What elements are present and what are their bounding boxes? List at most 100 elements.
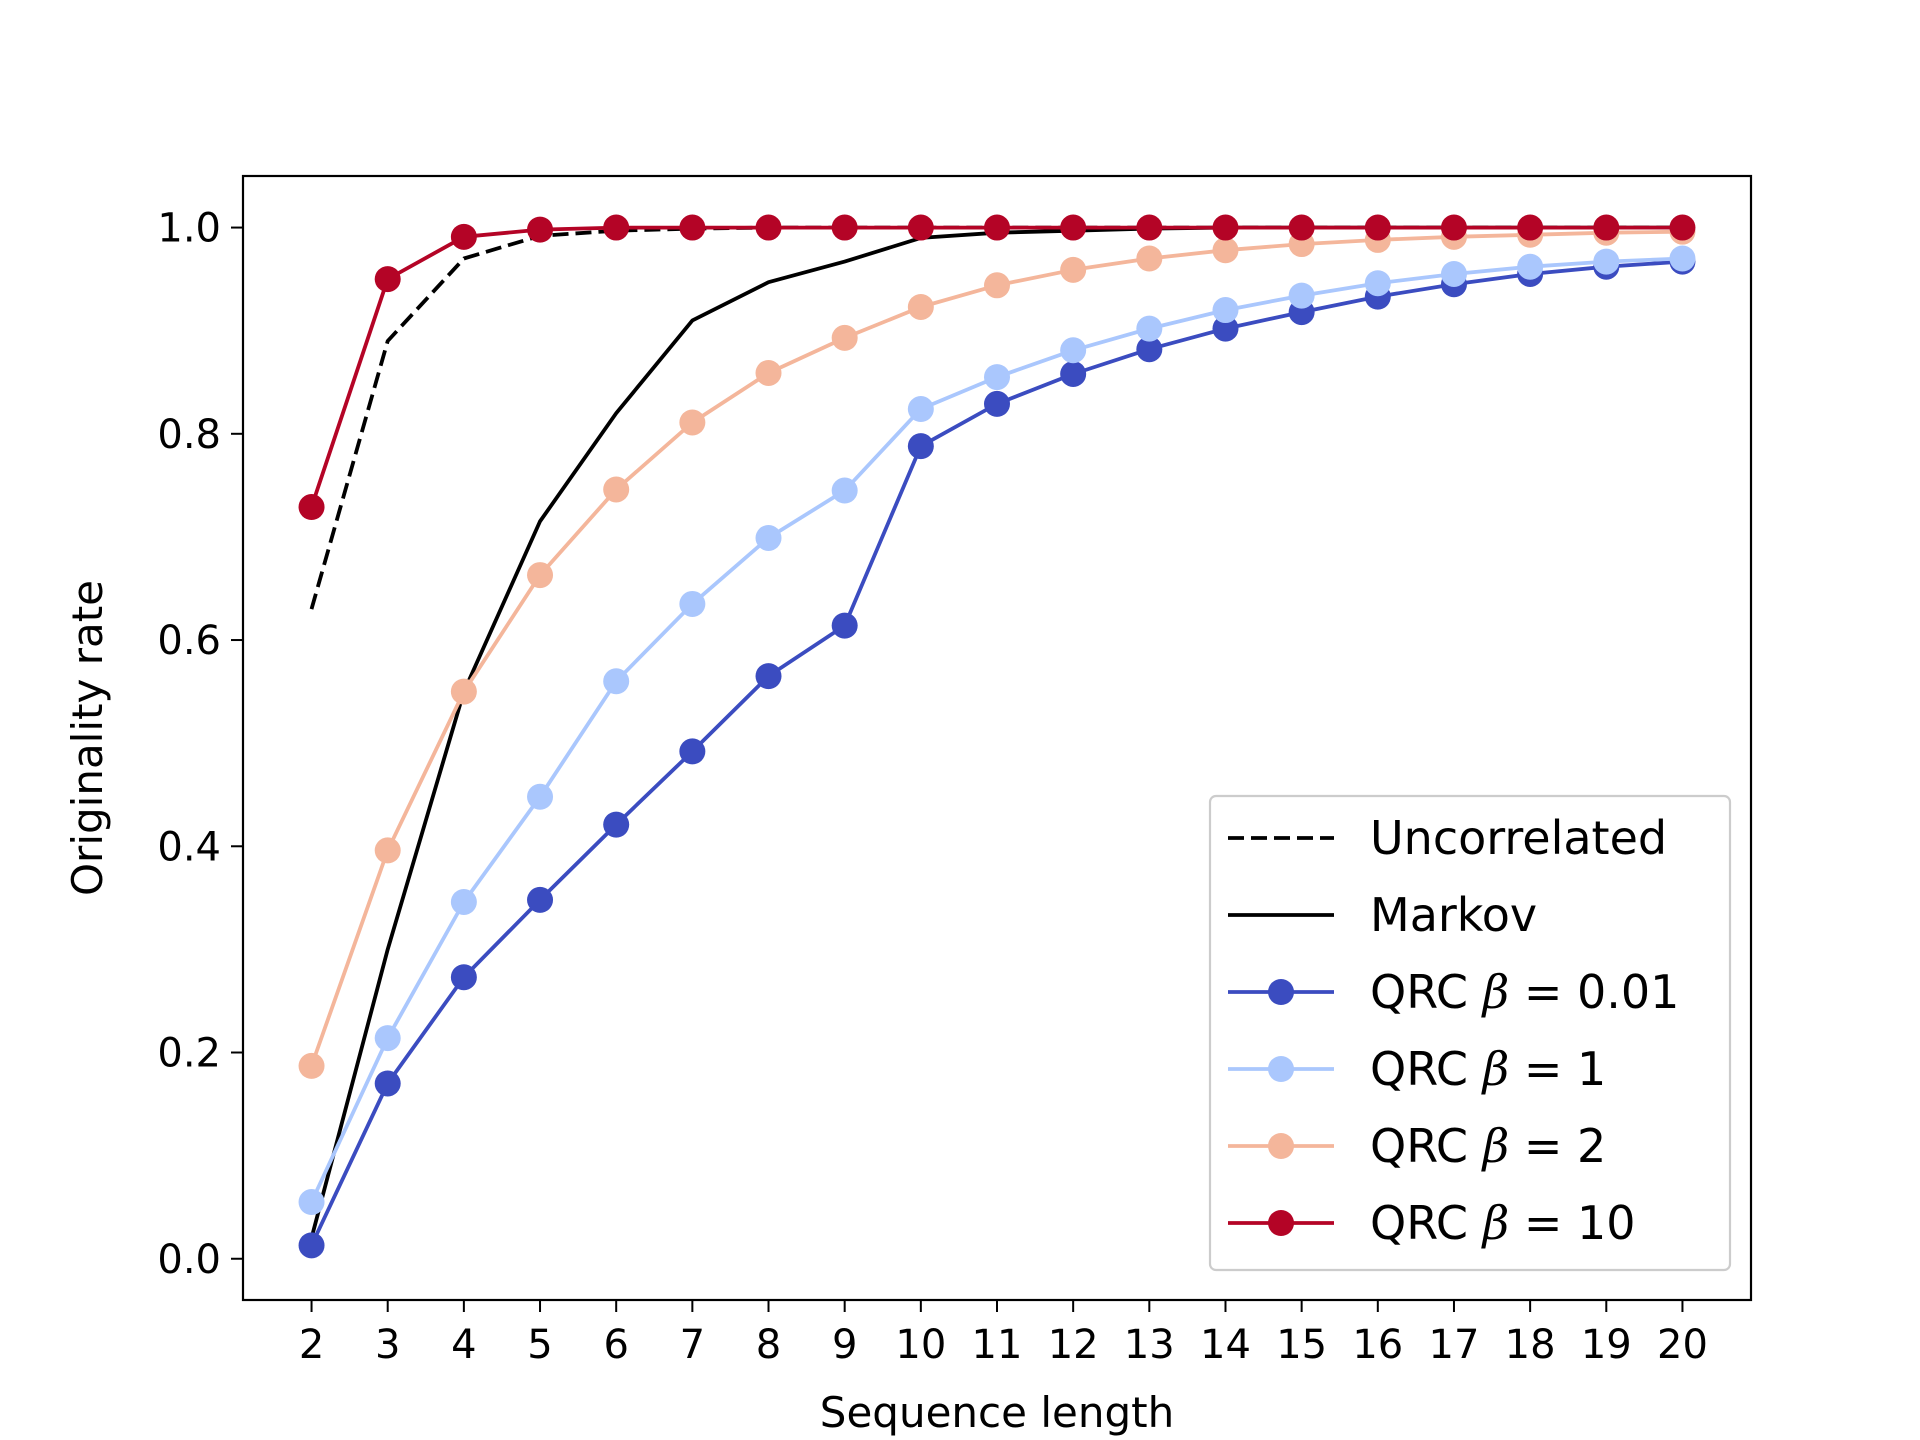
x-axis: 2 3 4 5 6 7 8 9 10 11 12 13 14 15 16 17 18 19 20 xyxy=(299,1300,1708,1368)
data-point-qrc-beta-1 xyxy=(755,524,782,551)
legend-item-qrc-beta-10: QRC β = 10 xyxy=(1228,1196,1636,1250)
data-point-qrc-beta-10 xyxy=(1593,214,1620,241)
data-point-qrc-beta-1 xyxy=(679,590,706,617)
data-point-qrc-beta-1 xyxy=(1593,248,1620,275)
x-tick-label: 8 xyxy=(756,1322,781,1368)
y-tick-label: 0.4 xyxy=(157,824,221,870)
legend-beta-symbol: β xyxy=(1481,1042,1510,1096)
x-axis-title: Sequence length xyxy=(820,1388,1174,1437)
legend-label-qrc-beta-0-01: QRC β = 0.01 xyxy=(1370,965,1679,1019)
series-qrc-beta-10 xyxy=(298,214,1696,521)
x-tick-label: 15 xyxy=(1276,1322,1327,1368)
series-qrc-beta-0-01 xyxy=(298,248,1696,1259)
data-point-qrc-beta-10 xyxy=(755,214,782,241)
legend-name: Uncorrelated xyxy=(1370,811,1667,865)
data-point-qrc-beta-2 xyxy=(298,1052,325,1079)
data-point-qrc-beta-0-01 xyxy=(298,1232,325,1259)
data-point-qrc-beta-0-01 xyxy=(679,738,706,765)
data-point-qrc-beta-2 xyxy=(450,678,477,705)
legend-box xyxy=(1208,794,1732,1272)
legend-label-qrc-beta-10: QRC β = 10 xyxy=(1370,1196,1636,1250)
data-point-qrc-beta-10 xyxy=(1060,214,1087,241)
x-tick-label: 14 xyxy=(1200,1322,1251,1368)
legend-label-qrc-beta-1: QRC β = 1 xyxy=(1370,1042,1606,1096)
y-axis: 0.0 0.2 0.4 0.6 0.8 1.0 xyxy=(157,206,243,1283)
data-point-qrc-beta-1 xyxy=(1060,337,1087,364)
data-point-qrc-beta-0-01 xyxy=(831,612,858,639)
data-point-qrc-beta-0-01 xyxy=(984,390,1010,417)
x-tick-label: 17 xyxy=(1429,1322,1480,1368)
data-point-qrc-beta-10 xyxy=(1364,214,1391,241)
data-point-qrc-beta-1 xyxy=(527,783,554,810)
x-tick-label: 18 xyxy=(1505,1322,1556,1368)
x-tick-label: 6 xyxy=(603,1322,628,1368)
legend-name: Markov xyxy=(1370,888,1537,942)
data-point-qrc-beta-10 xyxy=(984,214,1010,241)
legend-beta-symbol: β xyxy=(1481,1196,1510,1250)
data-point-qrc-beta-2 xyxy=(1212,237,1239,264)
data-point-qrc-beta-10 xyxy=(450,223,477,250)
data-point-qrc-beta-10 xyxy=(298,494,325,521)
x-tick-label: 12 xyxy=(1048,1322,1099,1368)
legend-name: QRC xyxy=(1370,1042,1483,1096)
data-point-qrc-beta-2 xyxy=(679,409,706,436)
x-tick-label: 2 xyxy=(299,1322,324,1368)
legend-beta-value: 2 xyxy=(1577,1119,1606,1173)
y-tick-label: 0.8 xyxy=(157,412,221,458)
series-layer xyxy=(298,214,1696,1259)
data-point-qrc-beta-1 xyxy=(298,1189,325,1216)
x-tick-label: 9 xyxy=(832,1322,857,1368)
data-point-qrc-beta-10 xyxy=(1669,214,1696,241)
x-tick-label: 7 xyxy=(680,1322,705,1368)
y-axis-title: Originality rate xyxy=(63,580,112,896)
data-point-qrc-beta-1 xyxy=(603,668,630,695)
data-point-qrc-beta-2 xyxy=(1136,245,1163,272)
data-point-qrc-beta-1 xyxy=(450,888,477,915)
data-point-qrc-beta-2 xyxy=(374,837,401,864)
data-point-qrc-beta-2 xyxy=(527,562,554,589)
data-point-qrc-beta-10 xyxy=(1136,214,1163,241)
y-tick-label: 0.6 xyxy=(157,618,221,664)
legend-name: QRC xyxy=(1370,1196,1483,1250)
legend-beta-value: 1 xyxy=(1577,1042,1606,1096)
legend-marker-qrc-beta-0-01 xyxy=(1268,979,1294,1005)
legend-item-qrc-beta-1: QRC β = 1 xyxy=(1228,1042,1606,1096)
legend-marker-qrc-beta-10 xyxy=(1268,1210,1294,1236)
data-point-qrc-beta-2 xyxy=(755,359,782,386)
data-point-qrc-beta-10 xyxy=(527,216,554,243)
data-point-qrc-beta-1 xyxy=(1364,270,1391,297)
data-point-qrc-beta-0-01 xyxy=(374,1070,401,1097)
x-tick-label: 4 xyxy=(451,1322,476,1368)
data-point-qrc-beta-10 xyxy=(831,214,858,241)
legend-label-uncorrelated: Uncorrelated xyxy=(1370,811,1667,865)
data-point-qrc-beta-0-01 xyxy=(527,886,554,913)
legend-marker-qrc-beta-2 xyxy=(1268,1133,1294,1159)
data-point-qrc-beta-2 xyxy=(831,324,858,351)
legend-item-qrc-beta-0-01: QRC β = 0.01 xyxy=(1228,965,1679,1019)
legend-equals: = xyxy=(1509,1119,1577,1173)
data-point-qrc-beta-0-01 xyxy=(1136,336,1163,363)
y-tick-label: 0.2 xyxy=(157,1031,221,1077)
y-tick-label: 0.0 xyxy=(157,1237,221,1283)
data-point-qrc-beta-0-01 xyxy=(907,433,934,460)
data-point-qrc-beta-10 xyxy=(1212,214,1239,241)
data-point-qrc-beta-10 xyxy=(679,214,706,241)
data-point-qrc-beta-2 xyxy=(1060,256,1087,283)
x-tick-label: 19 xyxy=(1581,1322,1632,1368)
x-tick-label: 3 xyxy=(375,1322,400,1368)
data-point-qrc-beta-2 xyxy=(603,476,630,503)
data-point-qrc-beta-0-01 xyxy=(450,964,477,991)
legend-beta-symbol: β xyxy=(1481,965,1510,1019)
legend-beta-symbol: β xyxy=(1481,1119,1510,1173)
data-point-qrc-beta-1 xyxy=(1212,297,1239,324)
data-point-qrc-beta-1 xyxy=(831,477,858,504)
data-point-qrc-beta-1 xyxy=(1440,260,1467,287)
data-point-qrc-beta-0-01 xyxy=(1060,360,1087,387)
data-point-qrc-beta-10 xyxy=(1517,214,1544,241)
legend-equals: = xyxy=(1509,1196,1577,1250)
legend-label-markov: Markov xyxy=(1370,888,1537,942)
x-tick-label: 20 xyxy=(1657,1322,1708,1368)
legend-equals: = xyxy=(1509,965,1577,1019)
legend-item-markov: Markov xyxy=(1228,888,1537,942)
data-point-qrc-beta-0-01 xyxy=(755,663,782,690)
